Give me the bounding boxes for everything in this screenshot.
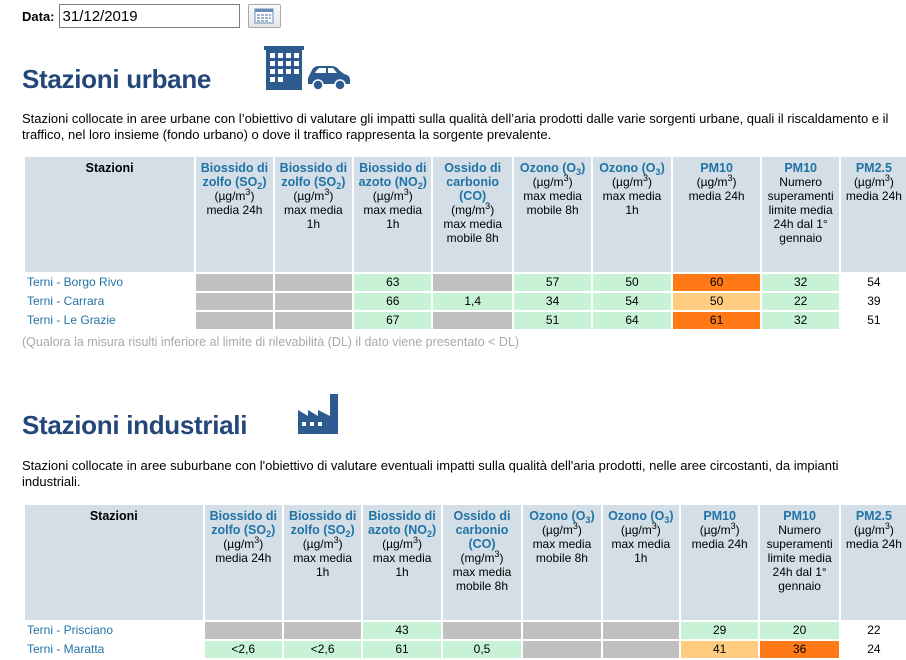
industrial-header-row: Stazioni Biossido di zolfo (SO2) (µg/m3) m… [25,505,906,620]
header-co: Ossido di carbonio (CO) (mg/m3) max media … [442,505,522,620]
table-row: Terni - Maratta <2,6 <2,6 61 0,5 41 36 2… [25,641,906,658]
value-cell: 34 [513,293,592,310]
table-row: Terni - Le Grazie 67 51 64 61 32 51 [25,312,906,329]
value-cell: 41 [680,641,759,658]
value-cell: 39 [840,293,906,310]
value-cell [196,293,273,310]
calendar-button[interactable] [247,4,281,28]
value-cell [523,641,601,658]
value-cell: 43 [363,622,441,639]
value-cell: 64 [593,312,671,329]
value-cell: 22 [762,293,839,310]
header-so2-1h: Biossido di zolfo (SO2) (µg/m3) max media … [283,505,362,620]
urban-description: Stazioni collocate in aree urbane con l’… [22,111,889,142]
value-cell: <2,6 [283,641,362,658]
calendar-icon [254,8,274,24]
value-cell [442,622,522,639]
value-cell: 51 [513,312,592,329]
header-so2-1h: Biossido di zolfo (SO2) (µg/m3) max media … [274,157,353,272]
value-cell [196,312,273,329]
value-cell: 54 [840,274,906,291]
value-cell: 67 [354,312,432,329]
industrial-table: Stazioni Biossido di zolfo (SO2) (µg/m3) m… [23,503,906,660]
header-no2: Biossido di azoto (NO2) (µg/m3) max media … [354,157,432,272]
value-cell [196,274,273,291]
header-so2-24h: Biossido di zolfo (SO2) (µg/m3) media 24h [196,157,273,272]
industrial-description: Stazioni collocate in aree suburbane con… [22,458,839,489]
urban-section-title: Stazioni urbane [22,64,212,94]
value-cell [274,312,353,329]
table-row: Terni - Borgo Rivo 63 57 50 60 32 54 [25,274,906,291]
header-o3-1h: Ozono (O3) (µg/m3) max media 1h [593,157,671,272]
value-cell: 32 [762,312,839,329]
header-pm25: PM2.5 (µg/m3) media 24h [840,157,906,272]
value-cell: <2,6 [204,641,282,658]
value-cell: 24 [840,641,906,658]
value-cell [283,622,362,639]
value-cell: 36 [760,641,839,658]
station-link[interactable]: Terni - Borgo Rivo [25,274,195,291]
header-stazioni: Stazioni [25,505,203,620]
table-row: Terni - Prisciano 43 29 20 22 [25,622,906,639]
station-link[interactable]: Terni - Le Grazie [25,312,195,329]
value-cell: 29 [680,622,759,639]
value-cell: 0,5 [442,641,522,658]
header-pm10-exceedances: PM10 Numero superamenti limite media 24h … [760,505,839,620]
station-link[interactable]: Terni - Prisciano [25,622,203,639]
value-cell: 50 [593,274,671,291]
header-o3-8h: Ozono (O3) (µg/m3) max media mobile 8h [513,157,592,272]
value-cell: 32 [762,274,839,291]
table-row: Terni - Carrara 66 1,4 34 54 50 22 39 [25,293,906,310]
header-pm10: PM10 (µg/m3) media 24h [672,157,761,272]
value-cell: 54 [593,293,671,310]
value-cell [204,622,282,639]
value-cell: 50 [672,293,761,310]
value-cell [523,622,601,639]
value-cell: 61 [672,312,761,329]
value-cell [274,274,353,291]
urban-table: Stazioni Biossido di zolfo (SO2) (µg/m3) m… [23,155,906,331]
header-co: Ossido di carbonio (CO) (mg/m3) max media … [433,157,512,272]
header-so2-24h: Biossido di zolfo (SO2) (µg/m3) media 24h [204,505,282,620]
value-cell [433,312,512,329]
industrial-section-title: Stazioni industriali [22,410,248,440]
value-cell: 63 [354,274,432,291]
value-cell [602,641,679,658]
value-cell [602,622,679,639]
date-input[interactable] [58,4,240,28]
value-cell: 22 [840,622,906,639]
value-cell: 51 [840,312,906,329]
value-cell: 66 [354,293,432,310]
date-label: Data: [22,8,55,24]
detection-limit-note: (Qualora la misura risulti inferiore al … [22,335,520,349]
station-link[interactable]: Terni - Maratta [25,641,203,658]
station-link[interactable]: Terni - Carrara [25,293,195,310]
value-cell: 57 [513,274,592,291]
header-pm10: PM10 (µg/m3) media 24h [680,505,759,620]
date-row: Data: [22,3,281,29]
header-pm25: PM2.5 (µg/m3) media 24h [840,505,906,620]
header-no2: Biossido di azoto (NO2) (µg/m3) max media … [363,505,441,620]
value-cell: 60 [672,274,761,291]
header-o3-1h: Ozono (O3) (µg/m3) max media 1h [602,505,679,620]
value-cell: 61 [363,641,441,658]
urban-header-row: Stazioni Biossido di zolfo (SO2) (µg/m3) m… [25,157,906,272]
value-cell: 1,4 [433,293,512,310]
value-cell [274,293,353,310]
value-cell: 20 [760,622,839,639]
value-cell [433,274,512,291]
factory-icon [298,394,338,434]
header-stazioni: Stazioni [25,157,195,272]
header-o3-8h: Ozono (O3) (µg/m3) max media mobile 8h [523,505,601,620]
city-car-icon [264,46,350,91]
header-pm10-exceedances: PM10 Numero superamenti limite media 24h … [762,157,839,272]
